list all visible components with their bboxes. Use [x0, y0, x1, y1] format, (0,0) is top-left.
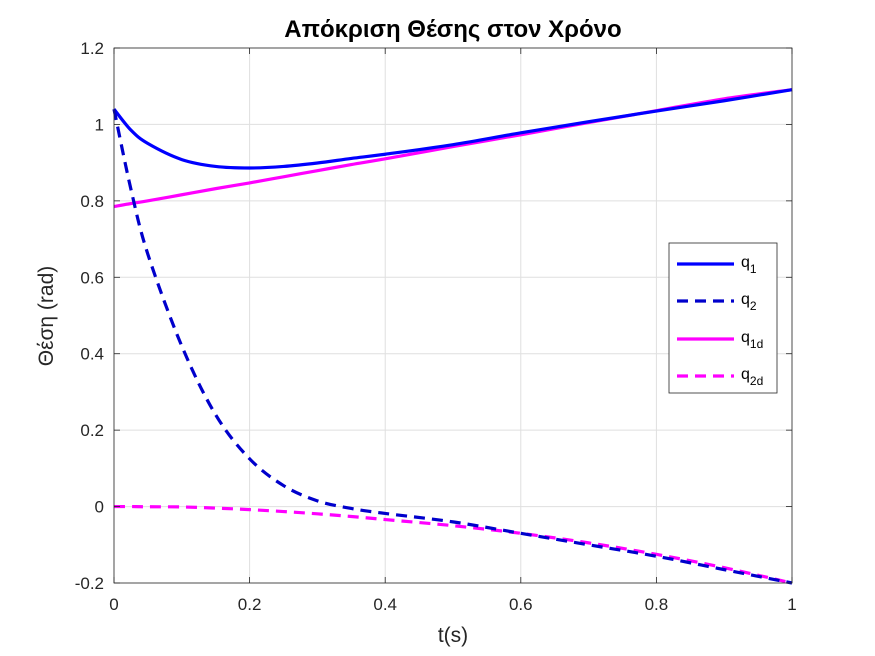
legend-label-subscript: 1d: [750, 337, 763, 351]
legend-label: q1d: [741, 329, 763, 351]
y-tick-label: 0.4: [80, 345, 104, 364]
series-line-q2: [112, 108, 793, 585]
y-tick-label: 0.6: [80, 268, 104, 287]
x-tick-label: 0.4: [373, 595, 397, 614]
chart-title: Απόκριση Θέσης στον Χρόνο: [284, 16, 621, 43]
y-tick-label: 1: [95, 115, 104, 134]
y-tick-label: 1.2: [80, 39, 104, 58]
y-tick-labels: -0.2 0 0.2 0.4 0.6 0.8 1 1.2: [75, 39, 104, 593]
legend-label-name: q: [741, 254, 750, 271]
x-tick-label: 0.2: [238, 595, 262, 614]
x-tick-label: 0.6: [509, 595, 533, 614]
x-tick-label: 0: [109, 595, 118, 614]
axes-box: [113, 47, 793, 584]
y-axis-label: Θέση (rad): [35, 266, 58, 367]
legend-label-name: q: [741, 366, 750, 383]
series-line-q1: [112, 88, 793, 170]
x-tick-labels: 0 0.2 0.4 0.6 0.8 1: [109, 595, 796, 614]
series-line-q2d: [113, 504, 793, 585]
y-tick-label: 0.2: [80, 421, 104, 440]
legend-label: q1: [741, 254, 757, 276]
legend-box: [668, 242, 778, 394]
y-tick-label: 0.8: [80, 192, 104, 211]
legend-label-subscript: 1: [750, 262, 757, 276]
ticks: [113, 47, 793, 584]
x-tick-label: 1: [787, 595, 796, 614]
legend-label-subscript: 2: [750, 299, 757, 313]
y-tick-label: 0: [95, 498, 104, 517]
y-tick-label: -0.2: [75, 574, 104, 593]
x-tick-label: 0.8: [645, 595, 669, 614]
legend-label: q2d: [741, 366, 763, 388]
legend-label: q2: [741, 291, 757, 313]
legend-label-subscript: 2d: [750, 374, 763, 388]
legend-label-name: q: [741, 329, 750, 346]
legend-label-name: q: [741, 291, 750, 308]
x-axis-label: t(s): [438, 624, 468, 647]
series-lines: [112, 88, 793, 585]
